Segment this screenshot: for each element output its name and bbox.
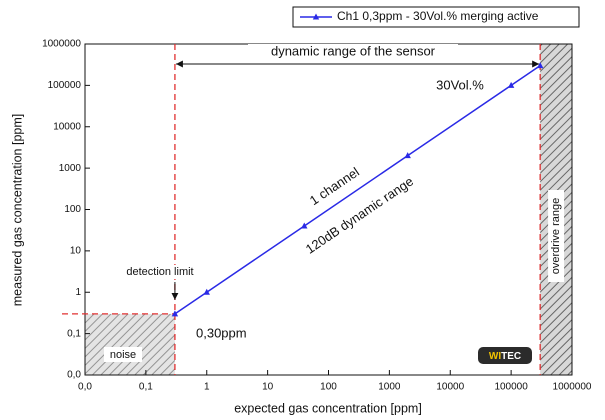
- logo-part: TEC: [501, 351, 521, 362]
- x-tick-label: 10000: [436, 382, 464, 393]
- range-label: dynamic range of the sensor: [271, 43, 436, 58]
- series-marker: [203, 288, 210, 295]
- x-tick-label: 1000000: [553, 382, 592, 393]
- noise-label: noise: [110, 349, 136, 361]
- x-tick-label: 100: [320, 382, 337, 393]
- y-axis-title: measured gas concentration [ppm]: [10, 114, 24, 306]
- x-tick-label: 10: [262, 382, 274, 393]
- x-tick-label: 0,0: [78, 382, 92, 393]
- series-marker: [507, 81, 515, 88]
- lower-label: 0,30ppm: [196, 325, 247, 340]
- logo-text: WITEC: [489, 351, 521, 362]
- legend-label: Ch1 0,3ppm - 30Vol.% merging active: [337, 9, 539, 23]
- series-marker: [404, 152, 411, 159]
- series-line: [174, 65, 541, 315]
- noise-region: [85, 313, 175, 375]
- y-tick-label: 100: [64, 204, 81, 215]
- logo-box: [478, 347, 532, 364]
- y-tick-label: 1: [75, 287, 81, 298]
- y-tick-label: 0,0: [67, 370, 81, 381]
- y-tick-label: 10: [70, 246, 82, 257]
- y-tick-label: 1000: [59, 163, 82, 174]
- detection-bg: [117, 265, 203, 279]
- overdrive-bg: [548, 190, 565, 282]
- x-axis-title: expected gas concentration [ppm]: [234, 401, 422, 415]
- range-label-bg: [248, 44, 458, 60]
- channel-label: 1 channel: [307, 164, 362, 208]
- y-tick-label: 10000: [53, 121, 81, 132]
- detection-label: detection limit: [126, 266, 193, 278]
- x-tick-label: 0,1: [139, 382, 153, 393]
- overdrive-label: overdrive range: [550, 198, 562, 274]
- x-tick-label: 1000: [378, 382, 401, 393]
- noise-bg: [104, 347, 142, 362]
- y-tick-label: 0,1: [67, 328, 81, 339]
- y-tick-label: 1000000: [42, 39, 81, 50]
- y-tick-label: 100000: [48, 80, 82, 91]
- legend-box: [292, 6, 580, 28]
- x-tick-label: 100000: [494, 382, 528, 393]
- upper-label: 30Vol.%: [436, 77, 484, 92]
- logo-part: WI: [489, 351, 501, 362]
- x-tick-label: 1: [204, 382, 210, 393]
- legend-marker: [312, 13, 320, 20]
- series-marker: [301, 222, 308, 229]
- series-marker: [171, 310, 179, 317]
